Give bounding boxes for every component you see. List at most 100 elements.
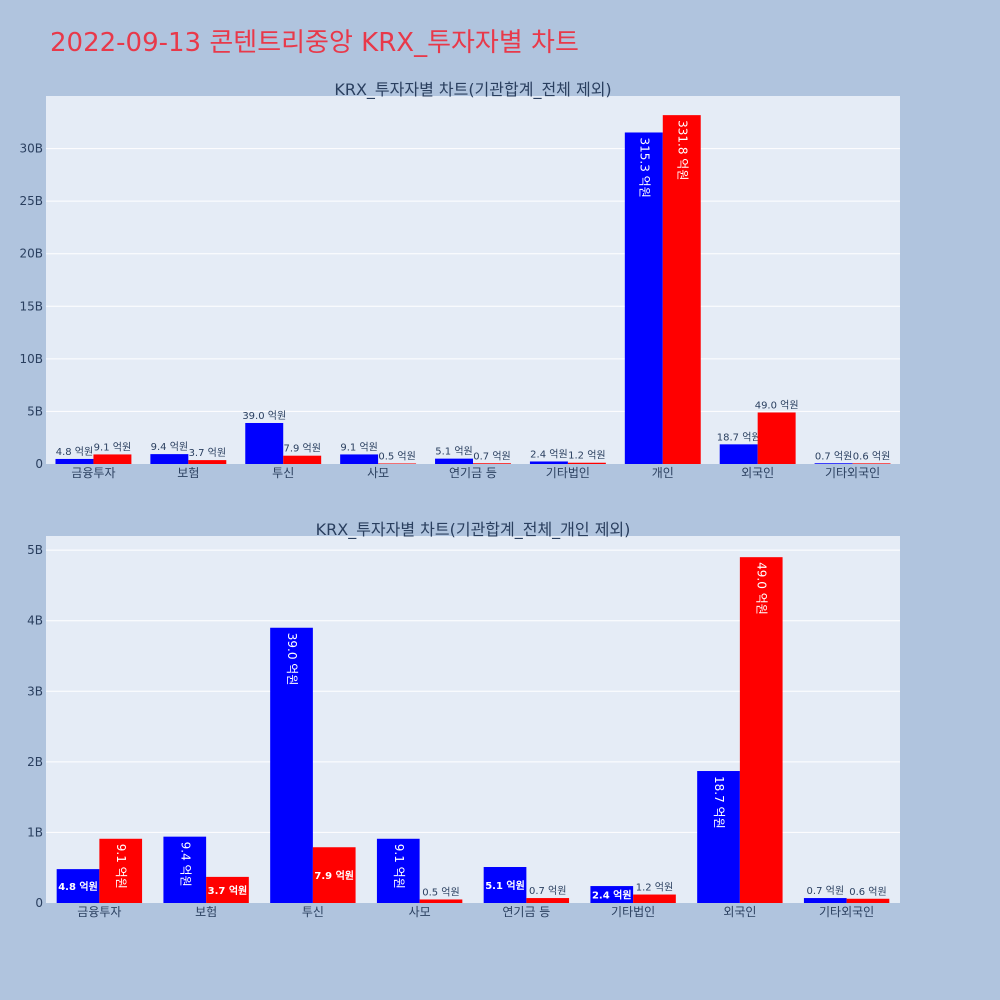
chart1-bar	[435, 458, 473, 464]
chart2-xtick-label: 사모	[409, 905, 431, 919]
chart1-xtick-label: 금융투자	[71, 466, 115, 480]
chart1-ytick-label: 5B	[27, 404, 43, 418]
chart1-bar	[283, 455, 322, 464]
chart1-title: KRX_투자자별 차트(기관합계_전체 제외)	[334, 80, 611, 100]
chart2-bar	[739, 557, 783, 903]
chart2-data-label: 9.4 억원	[178, 842, 192, 887]
chart2-bar	[419, 899, 463, 903]
chart2-data-label: 9.1 억원	[114, 844, 128, 889]
chart2-data-label: 2.4 억원	[592, 889, 632, 902]
chart2-bar	[99, 838, 143, 903]
chart2-data-label: 3.7 억원	[208, 884, 248, 897]
chart2-data-label: 7.9 억원	[314, 869, 354, 882]
chart2-bar	[206, 876, 249, 903]
chart2-title: KRX_투자자별 차트(기관합계_전체_개인 제외)	[316, 520, 631, 540]
chart1-data-label: 0.6 억원	[853, 450, 890, 462]
chart2-data-label: 1.2 억원	[636, 882, 673, 894]
chart2-ytick-label: 2B	[27, 755, 43, 769]
chart1-bar	[473, 463, 511, 464]
chart1-bar	[529, 461, 568, 464]
chart1-data-label: 39.0 억원	[242, 410, 286, 422]
chart2-ytick-label: 5B	[27, 543, 43, 557]
chart1-xtick-label: 외국인	[741, 466, 774, 480]
chart1-bar	[719, 444, 758, 464]
chart2-bar	[312, 847, 356, 903]
chart2-data-label: 0.5 억원	[422, 886, 459, 898]
chart1-bar	[378, 463, 417, 464]
chart1-bar	[340, 454, 379, 464]
chart1-ytick-label: 15B	[19, 299, 43, 313]
chart2-data-label: 0.6 억원	[849, 886, 886, 898]
chart2-bar	[697, 771, 740, 903]
chart1-xtick-label: 기타법인	[546, 466, 590, 480]
chart1-data-label: 331.8 억원	[675, 120, 689, 180]
chart2-bar	[483, 867, 527, 903]
chart1-xtick-label: 투신	[272, 466, 294, 480]
chart1-bar	[852, 463, 891, 464]
chart2-data-label: 18.7 억원	[712, 776, 726, 829]
chart1-bar	[624, 132, 663, 465]
chart2-xtick-label: 연기금 등	[502, 905, 550, 919]
chart2-data-label: 9.1 억원	[392, 844, 406, 889]
chart1-data-label: 315.3 억원	[637, 137, 651, 197]
chart1-xtick-label: 보험	[177, 466, 199, 480]
chart1-bar	[245, 422, 284, 464]
chart2-xtick-label: 보험	[195, 905, 217, 919]
chart1-data-label: 9.4 억원	[151, 441, 188, 453]
chart2-data-label: 5.1 억원	[485, 879, 525, 892]
chart2-bar	[270, 627, 313, 903]
chart1-bar	[188, 460, 227, 464]
chart1-ytick-label: 20B	[19, 247, 43, 261]
chart2-ytick-label: 1B	[27, 825, 43, 839]
chart1-data-label: 4.8 억원	[56, 446, 93, 458]
chart1-bar	[567, 462, 606, 464]
chart1-ytick-label: 10B	[19, 352, 43, 366]
chart2-data-label: 39.0 억원	[285, 633, 299, 686]
chart1-data-label: 2.4 억원	[530, 448, 567, 460]
chart1-data-label: 9.1 억원	[340, 441, 377, 453]
chart1-data-label: 49.0 억원	[755, 399, 799, 411]
chart1-data-label: 18.7 억원	[717, 431, 761, 443]
chart2-xtick-label: 투신	[302, 905, 324, 919]
chart2-data-label: 0.7 억원	[807, 885, 844, 897]
chart1-bar	[757, 412, 796, 464]
chart2-bar	[56, 869, 100, 903]
chart1-bar	[55, 458, 94, 464]
chart1-data-label: 3.7 억원	[189, 447, 226, 459]
chart2-bar	[590, 886, 634, 903]
chart2-xtick-label: 기타외국인	[819, 905, 874, 919]
chart1-bar	[814, 463, 853, 464]
chart2-bar	[803, 898, 847, 903]
chart2-bar	[163, 836, 207, 903]
chart1-ytick-label: 30B	[19, 142, 43, 156]
chart1-data-label: 1.2 억원	[568, 450, 605, 462]
chart1-xtick-label: 사모	[367, 466, 389, 480]
chart1-bar	[93, 454, 132, 464]
chart2-xtick-label: 금융투자	[77, 905, 121, 919]
chart1-data-label: 0.7 억원	[815, 450, 852, 462]
chart2-ytick-label: 3B	[27, 684, 43, 698]
chart1-xtick-label: 개인	[652, 466, 674, 480]
chart1-ytick-label: 25B	[19, 194, 43, 208]
chart2-bar	[846, 898, 890, 903]
chart2-ytick-label: 0	[35, 896, 43, 910]
chart1-bar	[662, 115, 701, 465]
chart1-ytick-label: 0	[35, 457, 43, 471]
chart2-data-label: 0.7 억원	[529, 885, 566, 897]
page-title: 2022-09-13 콘텐트리중앙 KRX_투자자별 차트	[50, 28, 579, 58]
chart2-bar	[376, 838, 420, 903]
chart1-data-label: 5.1 억원	[435, 446, 472, 458]
chart1-data-label: 7.9 억원	[283, 443, 320, 455]
chart2-ytick-label: 4B	[27, 614, 43, 628]
chart1-plot-area	[46, 96, 900, 464]
chart2-data-label: 4.8 억원	[58, 880, 98, 893]
chart1-bar	[150, 454, 189, 464]
chart1-data-label: 9.1 억원	[94, 441, 131, 453]
chart2-xtick-label: 기타법인	[611, 905, 655, 919]
chart2-data-label: 49.0 억원	[755, 562, 769, 615]
chart1-xtick-label: 기타외국인	[825, 466, 880, 480]
chart1-xtick-label: 연기금 등	[449, 466, 497, 480]
chart2-xtick-label: 외국인	[723, 905, 756, 919]
chart1-data-label: 0.5 억원	[378, 450, 415, 462]
